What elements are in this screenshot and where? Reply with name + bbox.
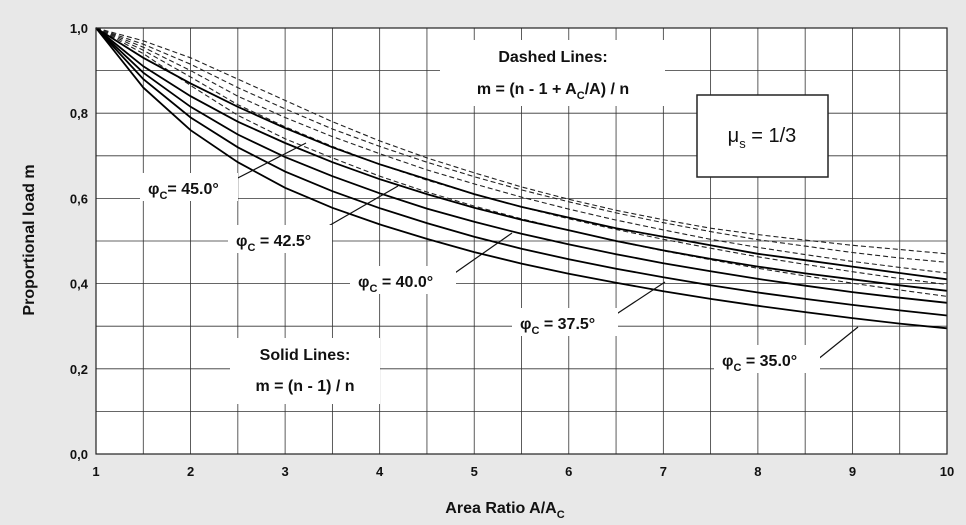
x-tick-label: 7 [660, 464, 667, 479]
x-tick-label: 1 [92, 464, 99, 479]
y-tick-label: 0,6 [70, 191, 88, 206]
x-tick-label: 4 [376, 464, 384, 479]
mu-label: μs = 1/3 [728, 125, 797, 151]
y-tick-label: 0,8 [70, 106, 88, 121]
solid-annotation-bg [230, 338, 380, 404]
y-tick-label: 1,0 [70, 21, 88, 36]
solid-series-line-phi-45-0 [95, 27, 948, 281]
phi-label-45: φC= 45.0° [140, 142, 307, 202]
dashed-lines-title: Dashed Lines: [498, 49, 607, 66]
y-tick-labels: 0,0 0,2 0,4 0,6 0,8 1,0 [70, 21, 89, 462]
solid-series-line-phi-35-0 [95, 27, 948, 330]
grid [96, 27, 947, 454]
mu-box [696, 94, 829, 178]
x-tick-label: 9 [849, 464, 856, 479]
svg-text:φC= 45.0°: φC= 45.0° [148, 181, 219, 202]
x-tick-label: 10 [940, 464, 954, 479]
x-tick-label: 2 [187, 464, 194, 479]
dashed-series-line [95, 27, 948, 286]
svg-text:φC = 40.0°: φC = 40.0° [358, 274, 433, 295]
svg-text:φC = 35.0°: φC = 35.0° [722, 353, 797, 374]
solid-lines-title: Solid Lines: [260, 347, 351, 364]
phi-label-40: φC = 40.0° [350, 232, 513, 295]
phi-label-42-5: φC = 42.5° [228, 185, 399, 254]
dashed-series-line [95, 27, 948, 274]
dashed-series-line [95, 27, 948, 263]
plot-frame [95, 27, 948, 455]
x-tick-label: 5 [471, 464, 478, 479]
x-axis-title: Area Ratio A/AC [445, 500, 564, 521]
dashed-lines [95, 27, 948, 297]
solid-lines [95, 27, 948, 330]
x-tick-label: 6 [565, 464, 572, 479]
y-tick-label: 0,2 [70, 362, 88, 377]
solid-lines-formula: m = (n - 1) / n [255, 378, 354, 395]
x-tick-label: 3 [281, 464, 288, 479]
svg-text:φC = 42.5°: φC = 42.5° [236, 233, 311, 254]
y-tick-label: 0,0 [70, 447, 88, 462]
x-tick-label: 8 [754, 464, 761, 479]
x-tick-labels: 1 2 3 4 5 6 7 8 9 10 [92, 464, 954, 479]
y-tick-label: 0,4 [70, 277, 89, 292]
phi-label-37-5: φC = 37.5° [512, 281, 666, 337]
y-axis-title: Proportional load m [21, 164, 38, 315]
svg-text:φC = 37.5°: φC = 37.5° [520, 316, 595, 337]
dashed-annotation-bg [440, 40, 665, 106]
solid-series-line-phi-37-5 [95, 27, 948, 317]
solid-series-line-phi-40-0 [95, 27, 948, 304]
solid-series-line-phi-42-5 [95, 27, 948, 292]
dashed-lines-formula: m = (n - 1 + AC/A) / n [477, 81, 629, 102]
phi-label-35: φC = 35.0° [714, 326, 859, 374]
